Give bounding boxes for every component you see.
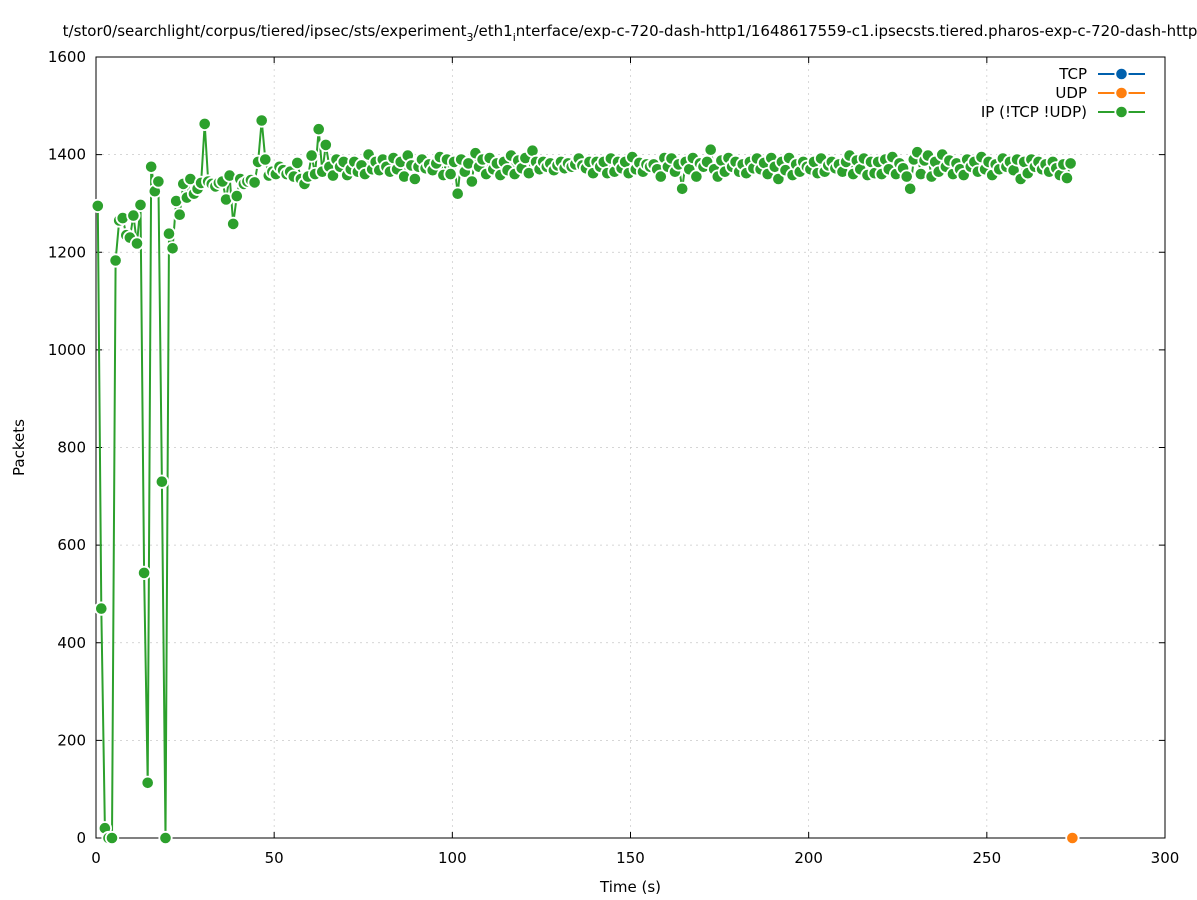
legend-label: IP (!TCP !UDP) xyxy=(981,103,1087,121)
title-part: 3 xyxy=(467,31,474,44)
legend-entry: TCP xyxy=(1058,65,1145,83)
data-point xyxy=(464,174,479,189)
x-tick-label: 100 xyxy=(438,849,467,867)
x-tick-label: 0 xyxy=(91,849,101,867)
series-layer xyxy=(90,113,1080,846)
legend-label: TCP xyxy=(1058,65,1087,83)
x-axis-label: Time (s) xyxy=(599,878,661,896)
data-point xyxy=(318,137,333,152)
data-point xyxy=(104,830,120,846)
data-point xyxy=(311,122,326,137)
data-point xyxy=(903,181,918,196)
title-part: t/stor0/searchlight/corpus/tiered/ipsec/… xyxy=(63,22,467,40)
data-point xyxy=(254,113,269,128)
data-point xyxy=(407,171,422,187)
data-point xyxy=(154,474,169,489)
x-tick-label: 200 xyxy=(794,849,823,867)
data-point xyxy=(126,208,141,223)
chart-title: t/stor0/searchlight/corpus/tiered/ipsec/… xyxy=(63,22,1197,44)
data-point xyxy=(703,142,718,157)
data-point xyxy=(1063,156,1078,171)
axis-ticks xyxy=(95,56,1166,839)
legend-entry: IP (!TCP !UDP) xyxy=(981,103,1145,121)
data-point xyxy=(137,565,152,581)
data-point xyxy=(689,169,704,184)
data-point xyxy=(158,830,173,846)
data-point xyxy=(229,189,244,204)
y-tick-label: 800 xyxy=(57,439,86,457)
y-tick-label: 400 xyxy=(57,634,86,652)
data-point xyxy=(90,198,105,213)
data-point xyxy=(94,601,109,616)
legend-marker-sample xyxy=(1114,85,1129,101)
data-point xyxy=(144,159,159,174)
data-point xyxy=(899,169,914,184)
data-point xyxy=(443,167,458,182)
data-point xyxy=(247,175,262,190)
y-tick-label: 1600 xyxy=(48,48,86,66)
x-tick-label: 300 xyxy=(1151,849,1180,867)
data-point xyxy=(1059,171,1075,186)
legend-entry: UDP xyxy=(1055,84,1145,102)
data-point xyxy=(129,236,145,251)
data-point xyxy=(675,181,690,196)
x-tick-label: 50 xyxy=(265,849,284,867)
data-point xyxy=(226,216,241,231)
y-tick-label: 200 xyxy=(57,731,86,749)
data-point xyxy=(161,226,177,241)
data-point xyxy=(1065,830,1080,846)
data-point xyxy=(133,197,148,212)
y-tick-label: 1400 xyxy=(48,146,86,164)
legend-marker-sample xyxy=(1114,66,1129,82)
data-point xyxy=(304,148,319,163)
data-point xyxy=(140,775,155,790)
title-part: /eth1 xyxy=(474,22,513,40)
data-point xyxy=(108,253,123,268)
y-tick-label: 1200 xyxy=(48,243,86,261)
x-tick-label: 250 xyxy=(973,849,1002,867)
data-point xyxy=(450,186,465,201)
tick-labels: 0 50 100 150 200 250 300 0 200 400 600 800 1000 1200 1… xyxy=(48,48,1180,867)
series-2 xyxy=(90,113,1078,846)
y-tick-label: 600 xyxy=(57,536,86,554)
legend-label: UDP xyxy=(1055,84,1087,102)
data-point xyxy=(172,207,187,222)
data-point xyxy=(258,152,273,167)
y-tick-label: 0 xyxy=(76,829,86,847)
data-point xyxy=(151,174,166,189)
data-point xyxy=(165,241,180,256)
x-tick-label: 150 xyxy=(616,849,645,867)
data-point xyxy=(197,116,212,132)
y-axis-label: Packets xyxy=(10,419,28,476)
title-part: i xyxy=(513,31,516,44)
legend-marker-sample xyxy=(1114,104,1129,120)
y-tick-label: 1000 xyxy=(48,341,86,359)
data-point xyxy=(290,155,305,170)
data-point xyxy=(653,169,668,184)
title-part: nterface/exp-c-720-dash-http1/1648617559… xyxy=(516,22,1197,40)
series-1 xyxy=(1065,830,1080,846)
